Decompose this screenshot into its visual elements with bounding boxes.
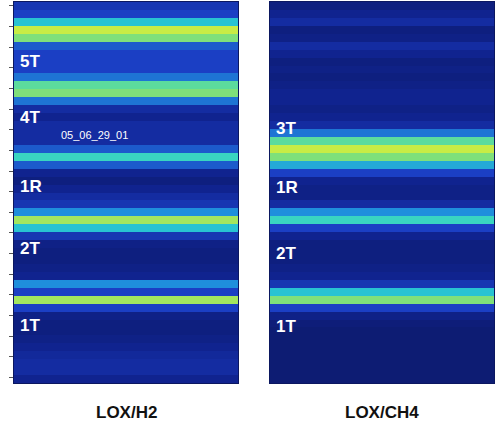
svg-text:4T: 4T [20, 108, 40, 127]
svg-text:2T: 2T [276, 244, 296, 263]
svg-text:LOX/CH4: LOX/CH4 [345, 403, 419, 422]
svg-text:1R: 1R [20, 177, 42, 196]
svg-text:3T: 3T [276, 119, 296, 138]
svg-text:LOX/H2: LOX/H2 [96, 403, 157, 422]
svg-text:1T: 1T [276, 317, 296, 336]
svg-text:1R: 1R [276, 178, 298, 197]
svg-text:5T: 5T [20, 52, 40, 71]
svg-text:05_06_29_01: 05_06_29_01 [61, 129, 128, 141]
svg-text:2T: 2T [20, 239, 40, 258]
svg-text:1T: 1T [20, 316, 40, 335]
